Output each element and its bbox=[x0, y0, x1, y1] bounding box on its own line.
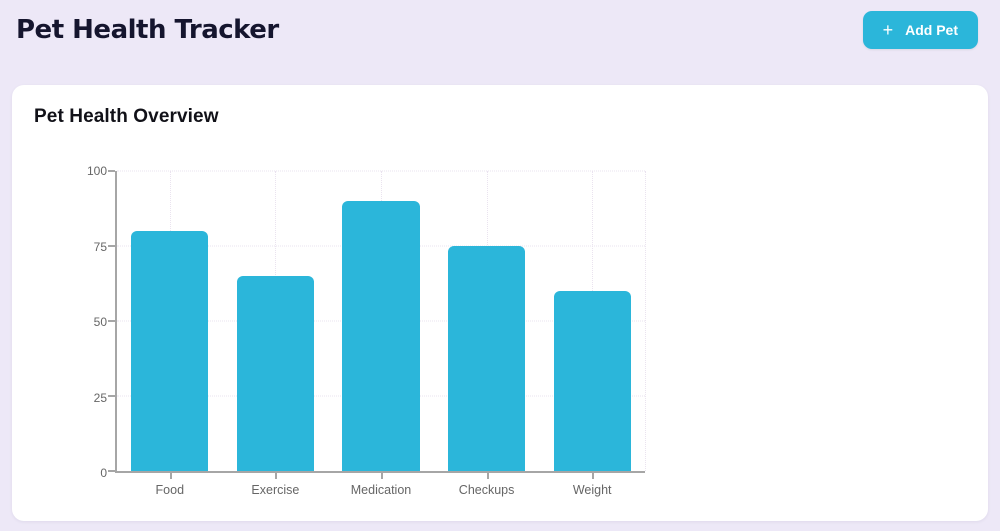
y-tick-mark bbox=[108, 320, 115, 322]
plot-area: Food Exercise Medication Checkups Weight bbox=[108, 170, 646, 497]
chart-title: Pet Health Overview bbox=[34, 106, 219, 127]
y-tick-label: 75 bbox=[93, 239, 107, 254]
x-tick-mark bbox=[169, 473, 172, 479]
add-pet-button[interactable]: + Add Pet bbox=[862, 11, 978, 49]
bar-exercise bbox=[236, 276, 314, 471]
x-tick-label: Weight bbox=[572, 483, 612, 497]
y-tick-mark bbox=[108, 245, 115, 247]
bar-chart: 0 25 50 75 100 Food Exercise Medication Checkup… bbox=[67, 165, 667, 511]
y-tick-mark bbox=[108, 470, 115, 472]
x-tick-mark bbox=[592, 473, 595, 479]
y-tick-label: 50 bbox=[93, 315, 107, 329]
x-tick-label: Medication bbox=[350, 483, 412, 497]
x-tick-label: Food bbox=[155, 483, 185, 497]
gridline-vertical bbox=[645, 171, 646, 471]
bar-food bbox=[131, 231, 209, 471]
add-pet-button-label: Add Pet bbox=[905, 22, 958, 38]
y-tick-label: 0 bbox=[100, 466, 107, 480]
chart-card: Pet Health Overview 0 25 50 75 100 Food Exerc… bbox=[12, 85, 988, 521]
plus-icon: + bbox=[882, 20, 894, 40]
y-tick-label: 100 bbox=[86, 164, 107, 178]
x-tick-label: Exercise bbox=[251, 483, 300, 497]
bar-medication bbox=[342, 201, 420, 471]
y-tick-label: 25 bbox=[93, 390, 107, 405]
x-tick-mark bbox=[381, 473, 383, 479]
x-tick-label: Checkups bbox=[458, 483, 515, 497]
page-title: Pet Health Tracker bbox=[16, 15, 279, 45]
y-axis-labels: 0 25 50 75 100 bbox=[67, 165, 107, 479]
y-tick-mark bbox=[108, 395, 115, 397]
bar-weight bbox=[553, 291, 631, 471]
x-tick-mark bbox=[486, 473, 489, 479]
bar-checkups bbox=[448, 246, 526, 471]
x-tick-mark bbox=[275, 473, 278, 479]
app-header: Pet Health Tracker + Add Pet bbox=[0, 0, 1000, 60]
y-tick-mark bbox=[108, 170, 115, 172]
